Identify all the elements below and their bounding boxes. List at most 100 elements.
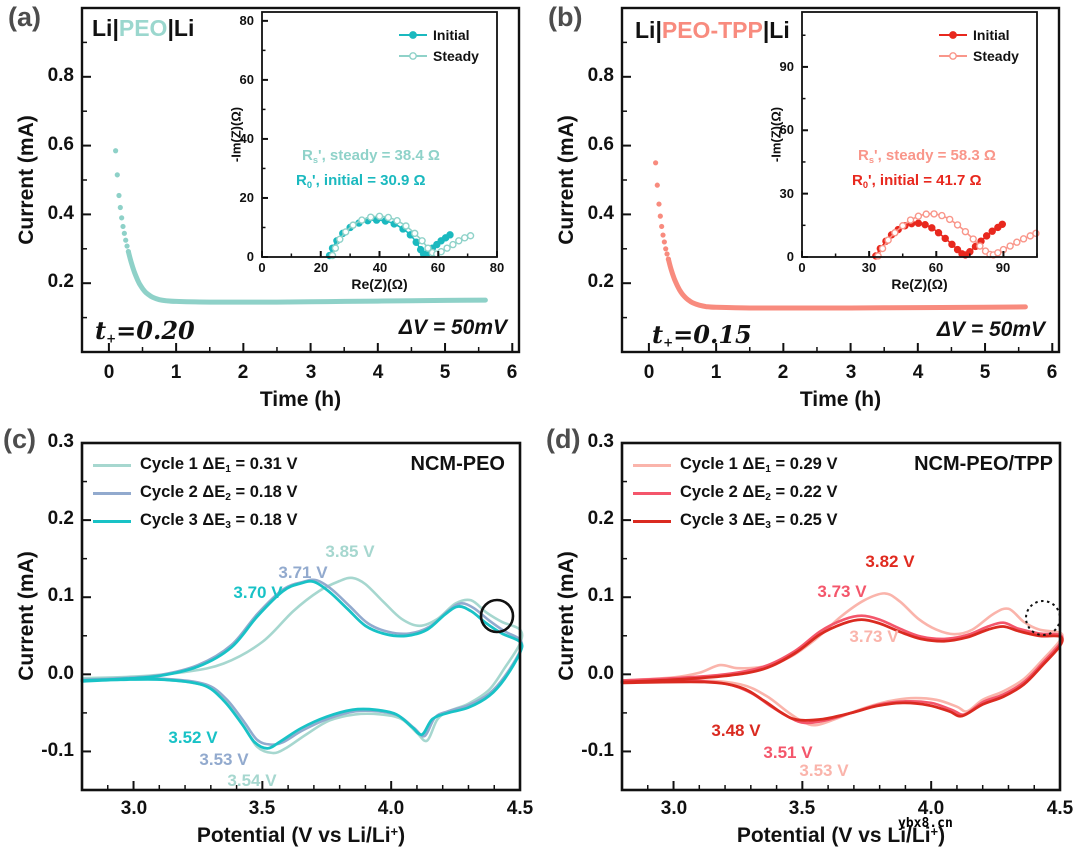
tick-label: 90 (995, 260, 1011, 275)
legend-label: Cycle 3 ΔE3 = 0.18 V (140, 510, 298, 532)
tick-label: 4 (912, 362, 924, 383)
tick-label: 2 (777, 362, 789, 383)
tick-label: 0 (246, 249, 254, 264)
legend-label: Cycle 1 ΔE1 = 0.31 V (140, 454, 298, 476)
legend-item-cycle1: Cycle 1 ΔE1 = 0.29 V (633, 451, 837, 479)
tick-label: 0.3 (587, 431, 614, 452)
tick-label: 90 (779, 59, 794, 74)
tick-label: 60 (239, 72, 254, 87)
electrode-title-d: NCM-PEO/TPP (914, 453, 1053, 475)
x-axis-label-b: Time (h) (799, 388, 882, 411)
tick-label: 4.0 (917, 798, 945, 819)
tick-label: 0.6 (47, 134, 74, 155)
tick-label: 4 (372, 362, 384, 383)
cell-title-a: Li|PEO|Li (92, 15, 194, 42)
tick-label: 40 (239, 131, 254, 146)
tick-label: 80 (239, 13, 254, 28)
transference-number-a: t+=0.20 (95, 316, 195, 346)
tick-label: -0.1 (581, 740, 614, 761)
tick-label: 60 (779, 122, 794, 137)
peak-annotation: 3.85 V (325, 542, 375, 561)
peak-annotation: 3.73 V (849, 627, 899, 646)
inset-legend-b: Initial Steady (938, 24, 1019, 66)
cycle-2-line-icon (93, 491, 131, 495)
panel-label-b: (b) (548, 2, 583, 32)
polarization-voltage-b: ΔV = 50mV (936, 318, 1045, 341)
tick-label: 0.4 (47, 203, 74, 224)
peak-annotation: 3.53 V (799, 761, 849, 780)
legend-item-cycle3: Cycle 3 ΔE3 = 0.25 V (633, 507, 837, 535)
cell-title-b: Li|PEO-TPP|Li (635, 17, 790, 44)
cycle-2-line-icon (633, 491, 671, 495)
tick-label: 6 (1046, 362, 1058, 383)
panel-label-d: (d) (546, 424, 581, 454)
tick-label: 0.2 (587, 271, 614, 292)
transference-number-b: t+=0.15 (652, 320, 752, 350)
legend-item-steady: Steady (938, 45, 1019, 66)
x-axis-label-d: Potential (V vs Li/Li+) (736, 824, 946, 847)
tick-label: 3.5 (248, 798, 276, 819)
resistance-steady-b: Rs', steady = 58.3 Ω (858, 147, 996, 165)
legend-label: Cycle 2 ΔE2 = 0.18 V (140, 482, 298, 504)
tick-label: 0 (258, 260, 266, 275)
tick-label: 0.1 (587, 585, 614, 606)
tick-label: 30 (779, 186, 794, 201)
polarization-voltage-a: ΔV = 50mV (398, 316, 507, 339)
tick-label: 3 (845, 362, 857, 383)
legend-item-initial: Initial (938, 24, 1019, 45)
tick-label: 3 (305, 362, 317, 383)
tick-label: 0.3 (47, 431, 74, 452)
legend-label: Initial (973, 26, 1010, 43)
peak-annotation: 3.54 V (227, 771, 277, 790)
tick-label: 0.8 (47, 65, 74, 86)
tick-label: 20 (313, 260, 329, 275)
peak-annotation: 3.82 V (865, 552, 915, 571)
peak-annotation: 3.52 V (168, 728, 218, 747)
highlight-circle (1025, 600, 1061, 636)
steady-marker-icon (399, 51, 427, 60)
legend-item-cycle1: Cycle 1 ΔE1 = 0.31 V (93, 451, 297, 479)
tick-label: 0.8 (587, 65, 614, 86)
panel-d-plot (620, 441, 1064, 792)
inset-x-axis-label-a: Re(Z)(Ω) (351, 276, 408, 292)
legend-d: Cycle 1 ΔE1 = 0.29 V Cycle 2 ΔE2 = 0.22 … (633, 451, 837, 535)
legend-item-cycle2: Cycle 2 ΔE2 = 0.22 V (633, 479, 837, 507)
title-segment-electrolyte: PEO (118, 15, 168, 41)
watermark: ybx8.cn (898, 816, 953, 831)
tick-label: 0 (643, 362, 655, 383)
tick-label: 0.6 (587, 134, 614, 155)
panel-label-a: (a) (8, 2, 41, 32)
title-segment: |Li (167, 15, 195, 41)
legend-item-cycle3: Cycle 3 ΔE3 = 0.18 V (93, 507, 297, 535)
initial-marker-icon (399, 30, 427, 39)
panel-d: (d) NCM-PEO/TPP Current (mA) Potential (… (540, 420, 1080, 864)
electrode-title-c: NCM-PEO (410, 453, 505, 475)
legend-label: Steady (973, 47, 1019, 64)
cycle-3-line-icon (93, 519, 131, 523)
tick-label: 1 (170, 362, 182, 383)
peak-annotation: 3.70 V (233, 583, 283, 602)
tick-label: 40 (372, 260, 388, 275)
tick-label: 6 (506, 362, 518, 383)
panel-b: (b) Li|PEO-TPP|Li Current (mA) Time (h) … (540, 0, 1080, 420)
legend-c: Cycle 1 ΔE1 = 0.31 V Cycle 2 ΔE2 = 0.18 … (93, 451, 297, 535)
legend-item-cycle2: Cycle 2 ΔE2 = 0.18 V (93, 479, 297, 507)
legend-label: Initial (433, 26, 470, 43)
tick-label: 3.0 (660, 798, 688, 819)
tick-label: 0.2 (47, 508, 74, 529)
tick-label: 20 (239, 190, 254, 205)
legend-label: Steady (433, 47, 479, 64)
panel-c-plot (80, 441, 524, 792)
tick-label: 0.0 (587, 663, 614, 684)
legend-label: Cycle 3 ΔE3 = 0.25 V (680, 510, 838, 532)
tick-label: 5 (979, 362, 991, 383)
title-segment: |Li (762, 17, 790, 43)
tick-label: 0 (786, 249, 794, 264)
tick-label: 30 (861, 260, 877, 275)
tick-label: 0 (103, 362, 115, 383)
resistance-initial-b: R0', initial = 41.7 Ω (852, 172, 982, 190)
panel-a-plot (80, 6, 521, 354)
tick-label: 3.0 (120, 798, 148, 819)
panel-c: (c) NCM-PEO Current (mA) Potential (V vs… (0, 420, 540, 864)
inset-legend-a: Initial Steady (398, 24, 479, 66)
